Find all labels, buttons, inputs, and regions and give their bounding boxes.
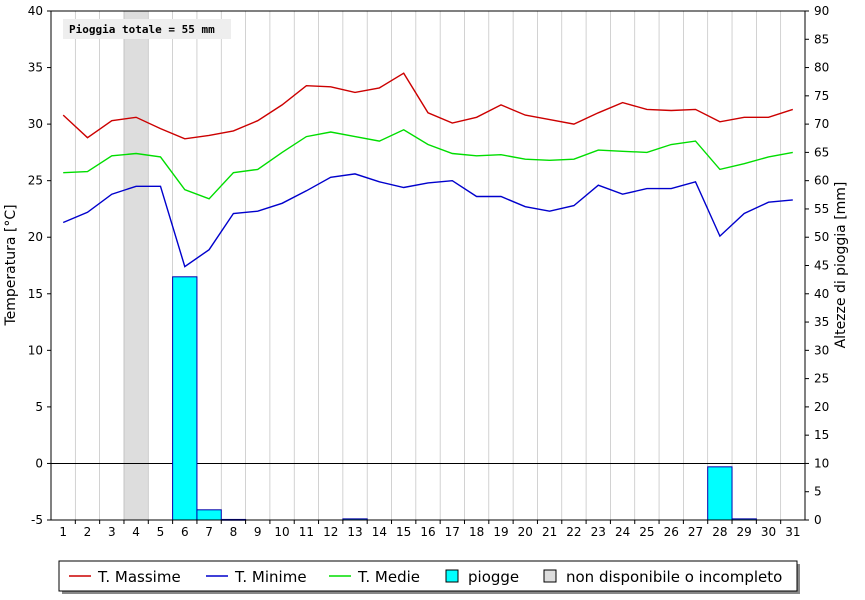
y2-tick-label: 50 bbox=[814, 230, 829, 244]
y-tick-label: 25 bbox=[28, 174, 43, 188]
x-tick-label: 6 bbox=[181, 525, 189, 539]
x-tick-label: 16 bbox=[420, 525, 435, 539]
y2-tick-label: 65 bbox=[814, 145, 829, 159]
x-tick-label: 5 bbox=[157, 525, 165, 539]
y-tick-label: 30 bbox=[28, 117, 43, 131]
x-tick-label: 22 bbox=[566, 525, 581, 539]
y2-tick-label: 20 bbox=[814, 400, 829, 414]
legend-swatch-non-disponibile-o-incompleto bbox=[543, 569, 557, 583]
y2-tick-label: 55 bbox=[814, 202, 829, 216]
y-tick-label: 20 bbox=[28, 230, 43, 244]
y2-tick-label: 90 bbox=[814, 4, 829, 18]
plot-background bbox=[51, 11, 805, 520]
y-tick-label: 10 bbox=[28, 343, 43, 357]
x-tick-label: 3 bbox=[108, 525, 116, 539]
x-tick-label: 28 bbox=[712, 525, 727, 539]
x-tick-label: 18 bbox=[469, 525, 484, 539]
y-axis-title: Temperatura [°C] bbox=[3, 204, 19, 326]
y2-tick-label: 35 bbox=[814, 315, 829, 329]
y2-tick-label: 85 bbox=[814, 32, 829, 46]
y-tick-label: -5 bbox=[31, 513, 43, 527]
y2-tick-label: 0 bbox=[814, 513, 822, 527]
y2-tick-label: 60 bbox=[814, 174, 829, 188]
y-tick-label: 35 bbox=[28, 61, 43, 75]
total-rain-text: Pioggia totale = 55 mm bbox=[69, 23, 215, 36]
x-tick-label: 7 bbox=[205, 525, 213, 539]
x-tick-label: 26 bbox=[664, 525, 679, 539]
x-tick-label: 25 bbox=[639, 525, 654, 539]
x-tick-label: 23 bbox=[591, 525, 606, 539]
x-tick-label: 15 bbox=[396, 525, 411, 539]
x-tick-label: 27 bbox=[688, 525, 703, 539]
x-tick-label: 4 bbox=[132, 525, 140, 539]
rain-bar-day-28 bbox=[707, 466, 733, 521]
legend-label-t-minime: T. Minime bbox=[234, 568, 307, 586]
y-tick-label: 5 bbox=[35, 400, 43, 414]
x-tick-label: 21 bbox=[542, 525, 557, 539]
y2-tick-label: 70 bbox=[814, 117, 829, 131]
x-tick-label: 31 bbox=[785, 525, 800, 539]
x-tick-label: 13 bbox=[347, 525, 362, 539]
y2-tick-label: 75 bbox=[814, 89, 829, 103]
x-tick-label: 11 bbox=[299, 525, 314, 539]
legend-label-t-massime: T. Massime bbox=[97, 568, 181, 586]
x-tick-label: 29 bbox=[737, 525, 752, 539]
x-tick-label: 12 bbox=[323, 525, 338, 539]
unavailable-band-day-4 bbox=[123, 10, 149, 521]
x-tick-label: 1 bbox=[59, 525, 67, 539]
y2-tick-label: 30 bbox=[814, 343, 829, 357]
x-tick-label: 9 bbox=[254, 525, 262, 539]
x-tick-label: 2 bbox=[84, 525, 92, 539]
rain-bar-day-7 bbox=[196, 509, 222, 521]
y2-tick-label: 5 bbox=[814, 485, 822, 499]
x-tick-label: 30 bbox=[761, 525, 776, 539]
total-rain-box bbox=[63, 19, 231, 39]
y2-tick-label: 15 bbox=[814, 428, 829, 442]
x-tick-label: 17 bbox=[445, 525, 460, 539]
y2-tick-label: 10 bbox=[814, 456, 829, 470]
y2-axis-title: Altezze di pioggia [mm] bbox=[833, 182, 849, 349]
x-tick-label: 20 bbox=[518, 525, 533, 539]
y2-tick-label: 80 bbox=[814, 61, 829, 75]
legend-label-piogge: piogge bbox=[468, 568, 519, 586]
x-tick-label: 24 bbox=[615, 525, 630, 539]
y-tick-label: 0 bbox=[35, 456, 43, 470]
legend-label-t-medie: T. Medie bbox=[357, 568, 420, 586]
total-rain-annotation: Pioggia totale = 55 mm bbox=[63, 19, 231, 39]
series-line-t-medie bbox=[63, 129, 793, 200]
x-tick-label: 10 bbox=[274, 525, 289, 539]
legend-box bbox=[58, 560, 798, 592]
x-tick-label: 8 bbox=[230, 525, 238, 539]
y2-tick-label: 40 bbox=[814, 287, 829, 301]
y-tick-label: 40 bbox=[28, 4, 43, 18]
legend-label-non-disponibile-o-incompleto: non disponibile o incompleto bbox=[566, 568, 782, 586]
x-tick-label: 19 bbox=[493, 525, 508, 539]
legend: T. Massime T. Minime T. Medie piogge non dis… bbox=[58, 560, 800, 594]
x-tick-label: 14 bbox=[372, 525, 387, 539]
y-tick-label: 15 bbox=[28, 287, 43, 301]
legend-swatch-piogge bbox=[445, 569, 459, 583]
series-line-t-minime bbox=[62, 173, 793, 268]
y2-tick-label: 25 bbox=[814, 372, 829, 386]
y2-tick-label: 45 bbox=[814, 259, 829, 273]
series-line-t-massime bbox=[62, 72, 794, 140]
rain-bar-day-6 bbox=[172, 276, 198, 521]
